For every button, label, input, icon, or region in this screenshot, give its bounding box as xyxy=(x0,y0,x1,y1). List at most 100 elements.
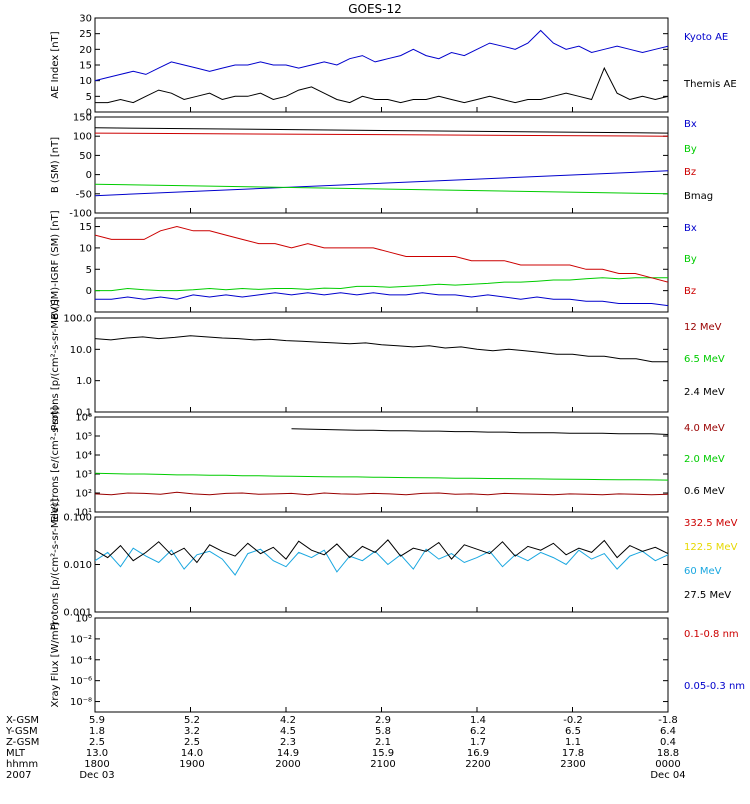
legend-entry: Bx xyxy=(684,223,697,234)
y-tick-label: 10 xyxy=(79,76,92,87)
footer-value: 5.9 xyxy=(89,715,105,726)
footer-value: 15.9 xyxy=(372,748,394,759)
footer-value: 3.2 xyxy=(184,726,200,737)
footer-value: 2200 xyxy=(465,759,490,770)
footer-value: 6.2 xyxy=(470,726,486,737)
legend-entry: 12 MeV xyxy=(684,322,722,333)
footer-value: 2300 xyxy=(560,759,585,770)
plot-title: GOES-12 xyxy=(348,2,402,16)
y-tick-label: 10⁻² xyxy=(70,634,92,645)
y-tick-label: 10⁵ xyxy=(75,432,92,443)
legend-entry: Bz xyxy=(684,167,696,178)
legend-entry: 122.5 MeV xyxy=(684,542,738,553)
legend-entry: 0.6 MeV xyxy=(684,486,725,497)
series-line-by xyxy=(95,183,668,195)
footer-value: 2.5 xyxy=(184,737,200,748)
footer-value: 1900 xyxy=(179,759,204,770)
legend-entry: Themis AE xyxy=(683,79,737,90)
footer-value: 1.4 xyxy=(470,715,486,726)
series-line-bz xyxy=(95,132,668,137)
footer-row-label: X-GSM xyxy=(6,715,39,726)
series-lines xyxy=(95,29,668,104)
panel-xray: 10⁻⁸ 10⁻⁶ 10⁻⁴ 10⁻² 10⁰ Xray Flux [W/m²] 0.1-0… xyxy=(50,614,745,713)
y-tick-label: 10⁴ xyxy=(75,451,92,462)
footer-value: 17.8 xyxy=(562,748,584,759)
y-tick-label: 50 xyxy=(79,151,92,162)
legend-entry: 2.4 MeV xyxy=(684,387,725,398)
series-line-2-4-mev xyxy=(95,335,668,363)
panel-frame xyxy=(94,116,669,214)
legend-entry: 6.5 MeV xyxy=(684,354,725,365)
y-tick-label: 10⁻⁴ xyxy=(70,655,92,666)
y-tick-label: 20 xyxy=(79,45,92,56)
y-tick-label: 10³ xyxy=(75,470,92,481)
footer-value: 14.0 xyxy=(181,748,203,759)
series-line-4-0-mev xyxy=(95,491,668,496)
y-tick-label: 10² xyxy=(75,489,92,500)
y-tick-label: 15 xyxy=(79,222,92,233)
y-tick-label: 10⁻⁶ xyxy=(70,676,92,687)
panel-frame xyxy=(94,617,669,713)
y-axis-label: Xray Flux [W/m²] xyxy=(50,622,61,707)
y-tick-label: 1.0 xyxy=(76,376,92,387)
legend-entry: 27.5 MeV xyxy=(684,590,731,601)
footer-value: 6.4 xyxy=(660,726,676,737)
series-lines xyxy=(95,127,668,197)
panel-electrons: 10¹ 10² 10³ 10⁴ 10⁵ 10⁶ Electrons [e/(cm²-s-sr… xyxy=(50,407,725,523)
series-line-by xyxy=(95,277,668,292)
y-tick-label: 150 xyxy=(73,113,92,124)
series-line-kyoto-ae xyxy=(95,29,668,82)
footer-value: 2.5 xyxy=(89,737,105,748)
legend-entry: 4.0 MeV xyxy=(684,423,725,434)
y-axis-label: Protons [p/(cm²-s-sr-MeV)] xyxy=(50,299,61,431)
footer-value: 14.9 xyxy=(277,748,299,759)
series-line-bz xyxy=(95,225,668,283)
legend-entry: Kyoto AE xyxy=(684,32,728,43)
footer-row-label: MLT xyxy=(6,748,26,759)
y-tick-label: 100 xyxy=(73,132,92,143)
series-lines xyxy=(95,428,668,496)
y-tick-label: 0.010 xyxy=(63,560,92,571)
footer-value: Dec 03 xyxy=(79,770,114,781)
series-line-2-0-mev xyxy=(95,472,668,481)
y-tick-label: 15 xyxy=(79,61,92,72)
series-line-bx xyxy=(95,292,668,307)
y-tick-label: 0.1 xyxy=(76,408,92,419)
orbit-footer: X-GSM 5.9 5.2 4.2 2.9 1.4 -0.2 -1.8 Y-GSM 1.8 3.2 4… xyxy=(5,715,686,781)
legend-entry: 0.05-0.3 nm xyxy=(684,681,745,692)
series-line-60-mev xyxy=(95,547,668,576)
footer-value: 2000 xyxy=(275,759,300,770)
series-line-0-6-mev xyxy=(291,428,668,435)
footer-value: 2.3 xyxy=(280,737,296,748)
panel-ae: 0 5 10 15 20 25 30 AE Index [nT] Kyoto AE Themis … xyxy=(50,14,737,119)
y-axis-label: B (SM) [nT] xyxy=(50,137,61,193)
footer-value: 5.8 xyxy=(375,726,391,737)
y-tick-label: 0 xyxy=(86,170,92,181)
legend-entry: 0.1-0.8 nm xyxy=(684,629,739,640)
legend-entry: 60 MeV xyxy=(684,566,722,577)
series-lines xyxy=(95,225,668,307)
y-tick-label: 10 xyxy=(79,243,92,254)
footer-value: 1.1 xyxy=(565,737,581,748)
y-tick-label: 10.0 xyxy=(70,345,92,356)
y-tick-label: 25 xyxy=(79,29,92,40)
y-tick-label: 0 xyxy=(86,286,92,297)
series-lines xyxy=(95,335,668,363)
y-tick-label: 100.0 xyxy=(63,314,92,325)
footer-value: 4.5 xyxy=(280,726,296,737)
legend-entry: 2.0 MeV xyxy=(684,454,725,465)
footer-row-label: 2007 xyxy=(6,770,31,781)
y-tick-label: 10⁻⁸ xyxy=(70,697,92,708)
y-tick-label: -50 xyxy=(76,189,92,200)
y-tick-label: 5 xyxy=(86,92,92,103)
series-line-themis-ae xyxy=(95,66,668,104)
panel-frame xyxy=(94,416,669,513)
y-tick-label: 0.100 xyxy=(63,513,92,524)
y-axis-label: Protons [p/(cm²-s-sr-MeV)] xyxy=(50,499,61,631)
y-axis-label: B (SM)-IGRF (SM) [nT] xyxy=(50,210,61,319)
footer-value: 2.1 xyxy=(375,737,391,748)
